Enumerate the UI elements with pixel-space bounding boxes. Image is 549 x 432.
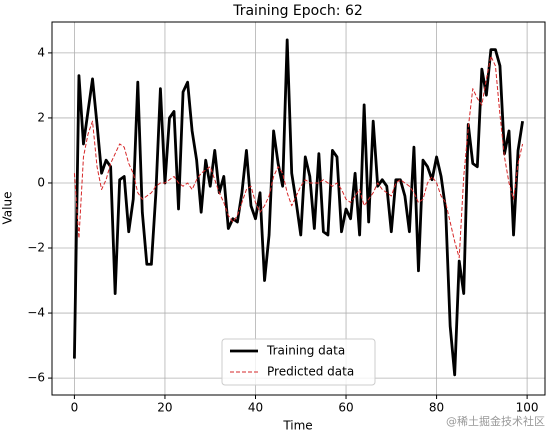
x-tick-label: 100 [516, 401, 539, 415]
line-series [73, 38, 524, 377]
x-tick-label: 40 [248, 401, 263, 415]
y-tick-label: 2 [37, 110, 45, 124]
x-axis-label: Time [282, 419, 312, 432]
x-tick-label: 80 [429, 401, 444, 415]
legend-label: Predicted data [267, 365, 354, 379]
x-tick-label: 60 [338, 401, 353, 415]
line-series [73, 55, 524, 259]
y-tick-label: 0 [37, 175, 45, 189]
y-axis-label: Value [1, 192, 15, 225]
chart-title: Training Epoch: 62 [232, 3, 363, 19]
legend-box [221, 338, 376, 386]
watermark: @稀土掘金技术社区 [446, 414, 545, 428]
plot-frame [51, 21, 546, 396]
y-tick-label: −4 [27, 306, 45, 320]
y-tick-label: −2 [27, 241, 45, 255]
x-tick-label: 20 [157, 401, 172, 415]
y-tick-label: 4 [37, 45, 45, 59]
legend: Training data Predicted data [221, 338, 376, 386]
x-tick-label: 0 [71, 401, 79, 415]
legend-label: Training data [266, 344, 345, 358]
y-tick-label: −6 [27, 371, 45, 385]
